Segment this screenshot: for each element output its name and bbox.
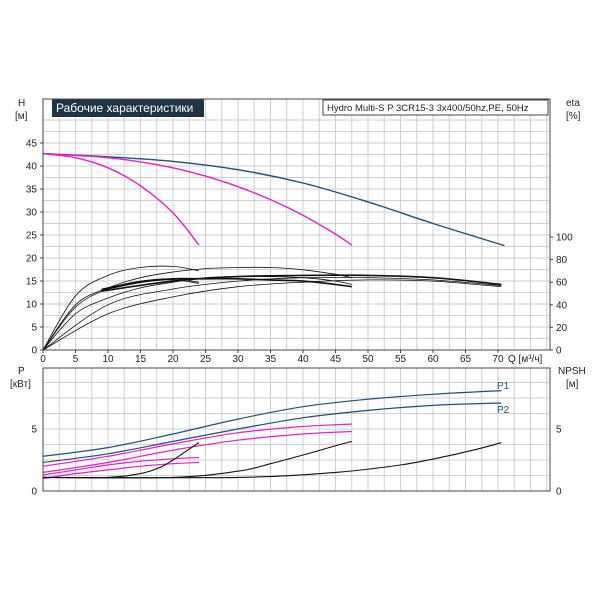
q-tick-label: 20 <box>167 354 179 365</box>
h-axis-label: H <box>18 98 25 109</box>
h-curve-1 <box>42 152 353 246</box>
q-tick-label: 50 <box>362 354 374 365</box>
h-tick-label: 5 <box>31 323 37 334</box>
bottom-grid <box>43 368 550 491</box>
h-tick-label: 20 <box>26 254 38 265</box>
h-tick-label: 0 <box>31 346 37 357</box>
h-axis-unit: [м] <box>15 111 28 122</box>
npsh-tick-label: 0 <box>556 487 562 498</box>
eta-curve-10 <box>101 277 352 291</box>
h-tick-label: 30 <box>26 208 38 219</box>
q-axis-label: Q [м³/ч] <box>508 354 543 365</box>
h-curve-0 <box>42 152 505 247</box>
q-tick-label: 70 <box>492 354 504 365</box>
q-tick-label: 5 <box>73 354 79 365</box>
eta-tick-label: 20 <box>556 323 568 334</box>
top-series <box>42 152 505 351</box>
chart-title: Рабочие характеристики <box>56 101 193 115</box>
power-curve-2 <box>42 423 352 467</box>
q-tick-label: 25 <box>200 354 212 365</box>
power-curve-5 <box>42 461 200 480</box>
power-curve-1 <box>42 402 502 464</box>
q-tick-label: 65 <box>460 354 472 365</box>
h-tick-label: 40 <box>26 162 38 173</box>
eta-curve-4 <box>42 276 502 351</box>
h-axis-ticks: 0 5 10 15 20 25 30 35 40 45 <box>26 139 43 357</box>
p-axis-ticks: 05 <box>31 425 37 498</box>
npsh-curve-8 <box>42 442 502 479</box>
model-box <box>322 99 549 116</box>
h-tick-label: 10 <box>26 300 38 311</box>
q-tick-label: 60 <box>427 354 439 365</box>
q-tick-label: 0 <box>40 354 46 365</box>
eta-curve-5 <box>42 279 502 351</box>
bottom-series <box>42 390 502 480</box>
eta-curve-3 <box>101 274 502 292</box>
eta-tick-label: 80 <box>556 255 568 266</box>
eta-curve-8 <box>42 265 200 351</box>
eta-tick-label: 100 <box>556 233 573 244</box>
q-tick-label: 35 <box>265 354 277 365</box>
p-tick-label: 5 <box>31 425 37 436</box>
bottom-chart-frame <box>42 367 551 492</box>
eta-curve-11 <box>101 279 200 290</box>
q-tick-label: 15 <box>135 354 147 365</box>
power-curve-0 <box>42 390 502 457</box>
eta-axis-unit: [%] <box>566 111 581 122</box>
model-label: Hydro Multi-S P 3CR15-3 3x400/50hz,PE, 5… <box>327 103 529 114</box>
q-tick-label: 55 <box>395 354 407 365</box>
series-label-p2: P2 <box>497 405 510 416</box>
eta-tick-label: 60 <box>556 278 568 289</box>
h-tick-label: 15 <box>26 277 38 288</box>
h-curve-2 <box>42 152 200 246</box>
npsh-axis-ticks: 05 <box>556 425 562 498</box>
npsh-axis-unit: [м] <box>566 379 579 390</box>
npsh-axis-label: NPSH <box>558 366 586 377</box>
h-tick-label: 35 <box>26 185 38 196</box>
p-tick-label: 0 <box>31 487 37 498</box>
h-tick-label: 45 <box>26 139 38 150</box>
eta-axis-label: eta <box>566 98 580 109</box>
h-tick-label: 25 <box>26 231 38 242</box>
q-tick-label: 10 <box>102 354 114 365</box>
q-tick-label: 45 <box>330 354 342 365</box>
top-chart-frame <box>42 98 551 351</box>
p-axis-unit: [кВт] <box>10 379 31 390</box>
top-grid <box>43 99 550 350</box>
p-axis-label: P <box>18 366 25 377</box>
eta-curve-6 <box>42 266 352 351</box>
series-label-p1: P1 <box>497 381 510 392</box>
eta-tick-label: 0 <box>556 346 562 357</box>
eta-tick-label: 40 <box>556 300 568 311</box>
q-tick-label: 30 <box>232 354 244 365</box>
eta-curve-7 <box>42 276 352 351</box>
npsh-tick-label: 5 <box>556 425 562 436</box>
title-background <box>52 99 204 117</box>
q-tick-label: 40 <box>297 354 309 365</box>
power-curve-3 <box>42 430 352 473</box>
